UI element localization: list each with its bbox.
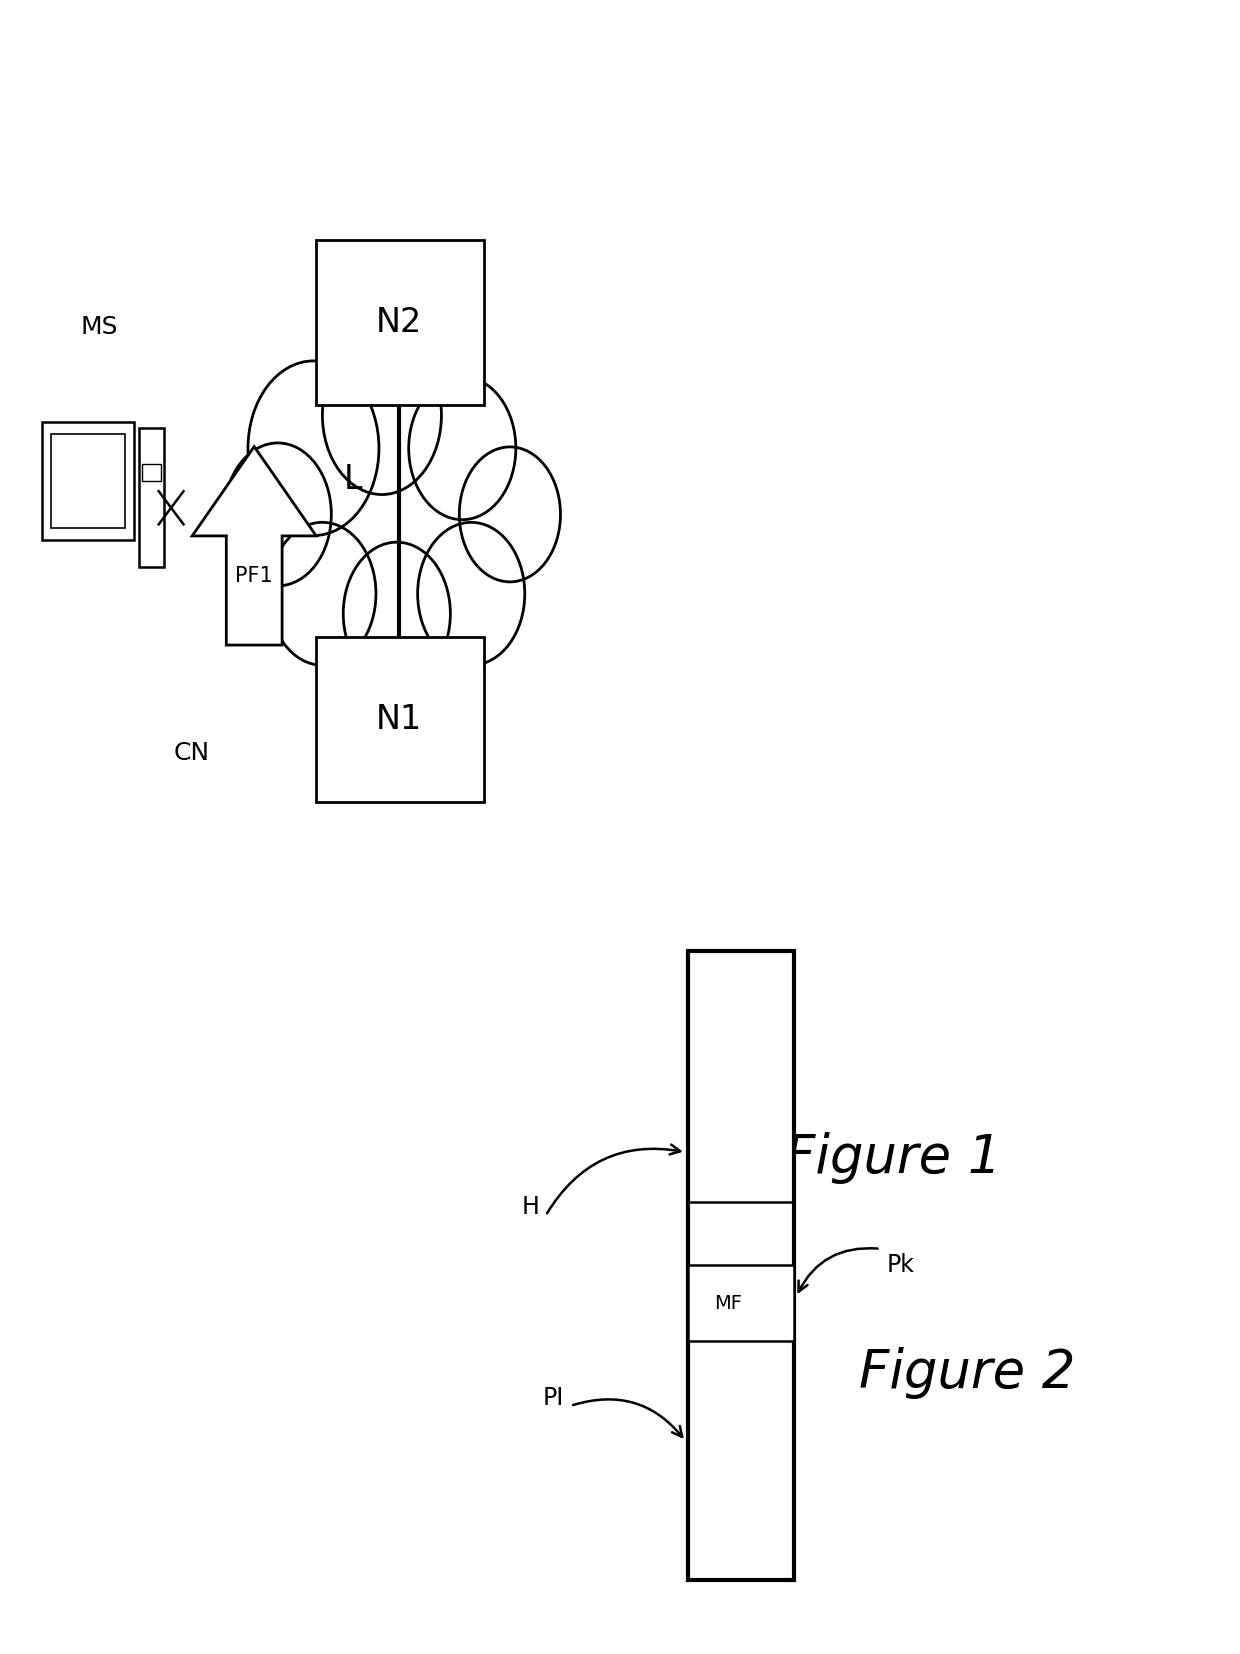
Text: CN: CN [174,741,210,764]
Text: PF1: PF1 [236,566,273,586]
Text: Figure 1: Figure 1 [785,1131,1001,1184]
Bar [316,240,484,405]
Circle shape [224,443,331,586]
Text: Figure 2: Figure 2 [859,1346,1075,1399]
Circle shape [343,543,450,685]
Bar [42,422,134,539]
Text: L: L [345,463,362,496]
Text: N1: N1 [376,703,423,736]
Text: MF: MF [714,1293,743,1313]
Text: H: H [522,1196,539,1219]
Text: PI: PI [543,1386,564,1409]
Bar [688,951,794,1580]
Bar [688,1265,794,1341]
Circle shape [459,447,560,582]
Circle shape [269,523,376,665]
Bar [141,463,161,481]
Circle shape [409,377,516,519]
Bar [316,637,484,802]
Text: N2: N2 [376,306,423,339]
Polygon shape [192,447,316,645]
Circle shape [322,336,441,495]
Text: Pk: Pk [887,1254,914,1277]
Bar [139,428,164,567]
Text: MS: MS [81,314,118,339]
Bar [51,433,125,528]
Circle shape [248,361,379,536]
Circle shape [248,323,546,719]
Circle shape [418,523,525,665]
